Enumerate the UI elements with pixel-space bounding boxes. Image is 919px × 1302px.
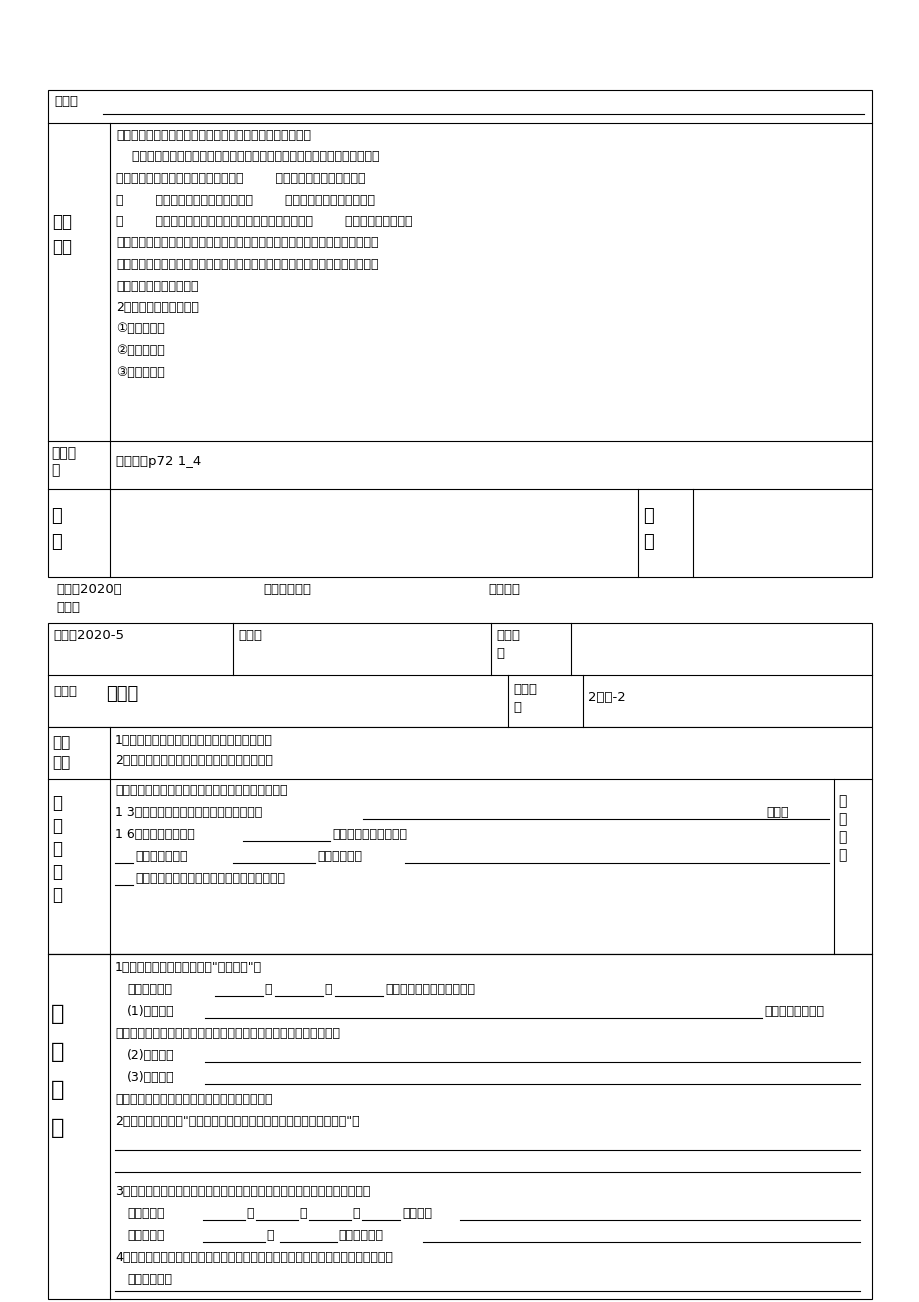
Bar bbox=[48, 727, 871, 954]
Text: 作者从身体、: 作者从身体、 bbox=[127, 983, 172, 996]
Text: 。女性的妩媚不仅: 。女性的妩媚不仅 bbox=[763, 1005, 823, 1018]
Text: 3、请你从修辞手法、和表现方法等方面思考，简单地说说这些语句好在哪？: 3、请你从修辞手法、和表现方法等方面思考，简单地说说这些语句好在哪？ bbox=[115, 1185, 370, 1198]
Text: 2、为什么说卡拉玛"在舞蹈的狂欢中，她忘怀了观众，也忘怀了自己"？: 2、为什么说卡拉玛"在舞蹈的狂欢中，她忘怀了观众，也忘怀了自己"？ bbox=[115, 1115, 359, 1128]
Text: 2课时-2: 2课时-2 bbox=[587, 691, 625, 704]
Text: 《点金》p72 1_4: 《点金》p72 1_4 bbox=[116, 454, 201, 467]
Text: 教学: 教学 bbox=[52, 736, 70, 750]
Text: 问: 问 bbox=[51, 1004, 64, 1023]
Text: 记: 记 bbox=[642, 533, 653, 551]
Text: 鸣！我们看她忽而双眉颦蹙，表现出（        ）；忽而笑颊粲然，表现出: 鸣！我们看她忽而双眉颦蹙，表现出（ ）；忽而笑颊粲然，表现出 bbox=[116, 172, 365, 185]
Text: 熟悉课文，从文章中找出描写印度舞蹈特点的语句。: 熟悉课文，从文章中找出描写印度舞蹈特点的语句。 bbox=[115, 784, 288, 797]
Text: 印数：: 印数： bbox=[56, 602, 80, 615]
Text: 名: 名 bbox=[495, 647, 504, 660]
Text: 1、品味文中描写卡拉玛姐妹优美舞姿的语句。: 1、品味文中描写卡拉玛姐妹优美舞姿的语句。 bbox=[115, 734, 273, 747]
Bar bbox=[48, 90, 871, 577]
Text: 探: 探 bbox=[51, 1079, 64, 1100]
Text: 按箭引弓，使人几乎听得见！像湿婆天一样，在舞蹈的狂欢中，她忘怀了观众，: 按箭引弓，使人几乎听得见！像湿婆天一样，在舞蹈的狂欢中，她忘怀了观众， bbox=[116, 237, 378, 250]
Text: (1)、光艳：: (1)、光艳： bbox=[127, 1005, 175, 1018]
Text: (3)、神韵：: (3)、神韵： bbox=[127, 1072, 175, 1085]
Text: 究: 究 bbox=[51, 1118, 64, 1138]
Text: 后: 后 bbox=[642, 506, 653, 525]
Text: 书: 书 bbox=[51, 533, 62, 551]
Text: 1、作者从哪些方面表现舞蹈"飞动的美"？: 1、作者从哪些方面表现舞蹈"飞动的美"？ bbox=[115, 961, 262, 974]
Text: 学生姓: 学生姓 bbox=[495, 629, 519, 642]
Text: 、: 、 bbox=[245, 1207, 254, 1220]
Text: 1 6段。因为这一段从: 1 6段。因为这一段从 bbox=[115, 828, 195, 841]
Text: 我们虽然不晓得故事的内容，但是我们的情感，却能随着她的动作，起了共: 我们虽然不晓得故事的内容，但是我们的情感，却能随着她的动作，起了共 bbox=[116, 151, 380, 164]
Bar bbox=[48, 954, 871, 1299]
Text: 也忘怀了自己。她只顾使出浑身解数，用她灵活熟练的四肢五官，来讲说着印度: 也忘怀了自己。她只顾使出浑身解数，用她灵活熟练的四肢五官，来讲说着印度 bbox=[116, 258, 378, 271]
Text: 观舞记: 观舞记 bbox=[106, 685, 138, 703]
Text: 课时安: 课时安 bbox=[513, 684, 537, 697]
Text: （        ）；忽而轻柔地点额抚臂，画眼描眉，表演着（        ）；忽而挺身屹立，: （ ）；忽而轻柔地点额抚臂，画眼描眉，表演着（ ）；忽而挺身屹立， bbox=[116, 215, 412, 228]
Text: 、: 、 bbox=[299, 1207, 306, 1220]
Text: 1 3段。因为这一段用生动优美的词语写出: 1 3段。因为这一段用生动优美的词语写出 bbox=[115, 806, 262, 819]
Text: 修辞手法：: 修辞手法： bbox=[127, 1207, 165, 1220]
Text: 、: 、 bbox=[352, 1207, 359, 1220]
Text: 方面写出了舞蹈的美。: 方面写出了舞蹈的美。 bbox=[332, 828, 406, 841]
Text: 一、根据上下文的意思填空，体会卡拉玛姐妹优美的舞姿：: 一、根据上下文的意思填空，体会卡拉玛姐妹优美的舞姿： bbox=[116, 129, 311, 142]
Text: 组: 组 bbox=[837, 794, 845, 809]
Text: 的美。: 的美。 bbox=[766, 806, 788, 819]
Text: 表现方法：: 表现方法： bbox=[127, 1229, 165, 1242]
Text: 年级：2020级: 年级：2020级 bbox=[56, 583, 121, 596]
Text: 2、结合文意解释词语。: 2、结合文意解释词语。 bbox=[116, 301, 199, 314]
Text: 段。因为它运用: 段。因为它运用 bbox=[135, 850, 187, 863]
Text: 充: 充 bbox=[51, 464, 60, 477]
Text: 课堂: 课堂 bbox=[52, 214, 72, 230]
Text: 题: 题 bbox=[51, 1042, 64, 1062]
Text: 收: 收 bbox=[52, 885, 62, 904]
Text: 4、能否引用文中语句，并加上自己的理解，说说什么是舞蹈？或说说印度舞蹈主要: 4、能否引用文中语句，并加上自己的理解，说说什么是舞蹈？或说说印度舞蹈主要 bbox=[115, 1251, 392, 1264]
Text: 与: 与 bbox=[52, 840, 62, 858]
Text: 古代的优美的诗歌故事！: 古代的优美的诗歌故事！ bbox=[116, 280, 199, 293]
Text: 习: 习 bbox=[52, 816, 62, 835]
Text: 作业补: 作业补 bbox=[51, 447, 76, 460]
Text: (2)、曼舞：: (2)、曼舞： bbox=[127, 1049, 175, 1062]
Text: 目标: 目标 bbox=[52, 755, 70, 769]
Text: ③新萼出谷：: ③新萼出谷： bbox=[116, 366, 165, 379]
Text: 表现那些段？: 表现那些段？ bbox=[127, 1273, 172, 1286]
Text: 预: 预 bbox=[52, 794, 62, 812]
Text: 、: 、 bbox=[323, 983, 331, 996]
Text: 执笔人：任军: 执笔人：任军 bbox=[263, 583, 311, 596]
Text: 2、鼓励学生初步形成自己的审美观、价值观。: 2、鼓励学生初步形成自己的审美观、价值观。 bbox=[115, 754, 273, 767]
Text: 长: 长 bbox=[837, 812, 845, 825]
Text: （        ）；忽而侧身垂睫，表现出（        ）；忽而张目嗔视，表现出: （ ）；忽而侧身垂睫，表现出（ ）；忽而张目嗔视，表现出 bbox=[116, 194, 375, 207]
Text: 段。因为这一段也是从形体方面的美来写的。: 段。因为这一段也是从形体方面的美来写的。 bbox=[135, 872, 285, 885]
Text: 等方面来表现，具体语言：: 等方面来表现，具体语言： bbox=[384, 983, 474, 996]
Text: 表现在美丽的五官，更多地表现在眉目之间。未舞先有光彩先有情。: 表现在美丽的五官，更多地表现在眉目之间。未舞先有光彩先有情。 bbox=[115, 1027, 340, 1040]
Text: 字: 字 bbox=[837, 848, 845, 862]
Text: 修辞，写出了: 修辞，写出了 bbox=[317, 850, 361, 863]
Text: 精妙的舞蹈跨越了文化的隔阂，让人心灵相通。: 精妙的舞蹈跨越了文化的隔阂，让人心灵相通。 bbox=[115, 1092, 272, 1105]
Text: 验: 验 bbox=[52, 863, 62, 881]
Text: 板: 板 bbox=[51, 506, 62, 525]
Text: ②不绝于耳：: ②不绝于耳： bbox=[116, 344, 165, 357]
Text: 相结合，表现: 相结合，表现 bbox=[337, 1229, 382, 1242]
Text: ①抑扬顿挫：: ①抑扬顿挫： bbox=[116, 323, 165, 336]
Text: 班次：: 班次： bbox=[238, 629, 262, 642]
Text: 审核人：: 审核人： bbox=[487, 583, 519, 596]
Text: 作用是：: 作用是： bbox=[402, 1207, 432, 1220]
Text: 、: 、 bbox=[264, 983, 271, 996]
Text: 排: 排 bbox=[513, 700, 520, 713]
Text: 用意：: 用意： bbox=[54, 95, 78, 108]
Text: 和: 和 bbox=[266, 1229, 273, 1242]
Bar bbox=[48, 622, 871, 727]
Text: 签: 签 bbox=[837, 829, 845, 844]
Text: 课题：: 课题： bbox=[53, 685, 77, 698]
Text: 达标: 达标 bbox=[52, 238, 72, 256]
Text: 时间：2020-5: 时间：2020-5 bbox=[53, 629, 124, 642]
